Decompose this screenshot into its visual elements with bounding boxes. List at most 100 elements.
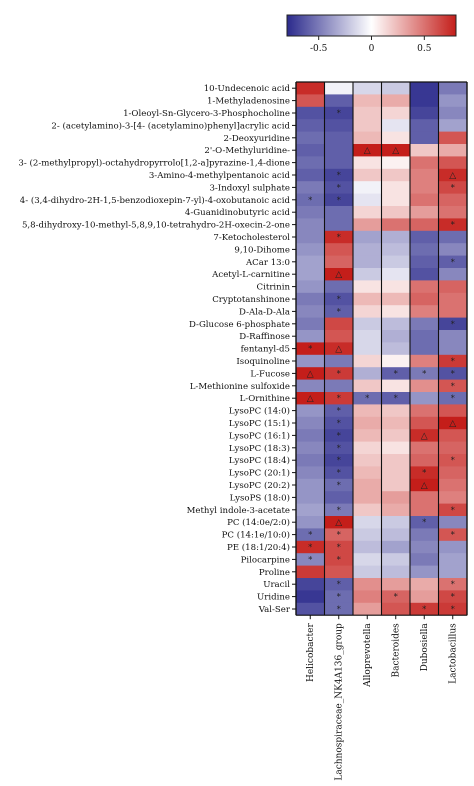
heatmap-cell xyxy=(381,168,411,182)
heatmap-cell xyxy=(296,218,325,232)
colorbar-tick-label: 0.5 xyxy=(417,44,432,54)
heatmap-cell xyxy=(296,342,325,356)
row-label: 3-Amino-4-methylpentanoic acid xyxy=(149,171,291,181)
heatmap-cell xyxy=(353,503,382,517)
heatmap-cell xyxy=(381,404,411,418)
heatmap-cell xyxy=(438,193,468,207)
heatmap-cell xyxy=(410,454,439,467)
heatmap-cell xyxy=(324,168,354,182)
heatmap-cell xyxy=(324,230,354,244)
heatmap-cell xyxy=(381,181,411,194)
heatmap-cell xyxy=(296,206,325,219)
heatmap-cell xyxy=(381,280,411,294)
heatmap-cell xyxy=(438,367,468,380)
column-label: Helicobacter xyxy=(306,623,316,683)
heatmap-cell xyxy=(353,94,382,108)
heatmap-cell xyxy=(438,478,468,492)
heatmap-cell xyxy=(410,367,439,380)
significance-marker: △ xyxy=(335,518,342,528)
significance-marker: △ xyxy=(449,171,456,181)
heatmap-cell xyxy=(381,144,411,157)
heatmap-cell xyxy=(410,392,439,405)
row-label: Val-Ser xyxy=(258,605,291,615)
heatmap-cell xyxy=(410,429,439,442)
row-label: Isoquinoline xyxy=(236,357,290,367)
heatmap-cell xyxy=(324,429,354,442)
row-label: LysoPC (20:2) xyxy=(229,480,290,491)
heatmap-cell xyxy=(438,292,468,306)
heatmap-cell xyxy=(296,317,325,331)
significance-marker: * xyxy=(308,555,312,564)
significance-marker: △ xyxy=(364,146,371,156)
row-label: 10-Undecenoic acid xyxy=(204,84,291,94)
heatmap-cell xyxy=(324,578,354,591)
heatmap-cell xyxy=(410,441,439,455)
heatmap-cell xyxy=(381,131,411,145)
heatmap-cell xyxy=(324,491,354,504)
significance-marker: * xyxy=(451,593,455,602)
row-label: Citrinin xyxy=(257,283,291,293)
significance-marker: * xyxy=(365,394,369,403)
heatmap-cell xyxy=(324,305,354,318)
heatmap-cell xyxy=(438,206,468,219)
significance-marker: * xyxy=(422,518,426,527)
heatmap-cell xyxy=(438,441,468,455)
heatmap-cell xyxy=(353,379,382,393)
heatmap-cell xyxy=(296,268,325,281)
heatmap-cell xyxy=(438,491,468,504)
heatmap-cell xyxy=(324,94,354,108)
significance-marker: * xyxy=(337,295,341,304)
heatmap-cell xyxy=(381,503,411,517)
colorbar-tick-label: -0.5 xyxy=(310,44,328,54)
heatmap-cell xyxy=(296,466,325,480)
row-label: PC (14:1e/10:0) xyxy=(222,530,290,541)
heatmap-cell xyxy=(438,342,468,356)
significance-marker: * xyxy=(337,580,341,589)
heatmap-cell xyxy=(438,466,468,480)
heatmap-cell xyxy=(410,416,439,430)
significance-marker: * xyxy=(337,593,341,602)
significance-marker: * xyxy=(337,531,341,540)
heatmap-cell xyxy=(296,367,325,380)
significance-marker: * xyxy=(337,605,341,614)
significance-marker: * xyxy=(451,456,455,465)
significance-marker: * xyxy=(337,407,341,416)
heatmap-cell xyxy=(296,379,325,393)
row-label: ACar 13:0 xyxy=(245,258,290,268)
heatmap-cell xyxy=(410,82,439,95)
heatmap-cell xyxy=(353,367,382,380)
significance-marker: * xyxy=(394,394,398,403)
heatmap-cell xyxy=(381,540,411,554)
heatmap-cell xyxy=(410,218,439,232)
heatmap-cell xyxy=(296,454,325,467)
heatmap-cell xyxy=(324,218,354,232)
significance-marker: * xyxy=(337,469,341,478)
row-label: 3- (2-methylpropyl)-octahydropyrrolo[1,2… xyxy=(18,158,290,169)
heatmap-cell xyxy=(324,602,354,616)
heatmap-cell xyxy=(438,404,468,418)
heatmap-cell xyxy=(324,528,354,542)
heatmap-cell xyxy=(296,429,325,442)
significance-marker: * xyxy=(337,444,341,453)
heatmap-cell xyxy=(296,590,325,604)
row-label: Methyl indole-3-acetate xyxy=(187,506,290,516)
significance-marker: * xyxy=(422,469,426,478)
heatmap-cell xyxy=(296,602,325,616)
significance-marker: * xyxy=(451,394,455,403)
heatmap-cell xyxy=(296,441,325,455)
row-label: LysoPC (16:1) xyxy=(229,430,290,441)
heatmap-cell xyxy=(353,181,382,194)
column-label: Lactobacillus xyxy=(449,623,459,684)
heatmap-cell xyxy=(410,131,439,145)
heatmap-cell xyxy=(410,292,439,306)
significance-marker: △ xyxy=(335,345,342,355)
heatmap-cell xyxy=(353,82,382,95)
row-label: LysoPC (20:1) xyxy=(229,468,290,479)
row-label: Cryptotanshinone xyxy=(212,295,290,305)
heatmap-cell xyxy=(410,330,439,343)
heatmap-cell xyxy=(410,553,439,566)
heatmap-cell xyxy=(324,82,354,95)
heatmap-cell xyxy=(410,230,439,244)
row-label: D-Ala-D-Ala xyxy=(239,307,290,317)
heatmap-cell xyxy=(438,119,468,132)
